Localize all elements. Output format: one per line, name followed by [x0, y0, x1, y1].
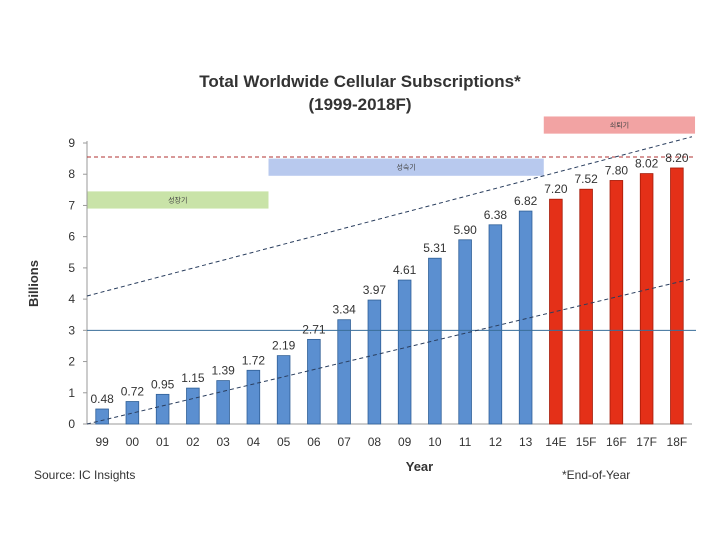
trend-line-lower: [86, 278, 693, 425]
source-note: Source: IC Insights: [34, 468, 135, 482]
data-label-01: 0.95: [151, 377, 175, 391]
bar-04: [246, 369, 261, 425]
x-tick-label: 99: [95, 435, 109, 449]
y-tick-label: 5: [68, 261, 75, 275]
x-tick-label: 01: [156, 435, 170, 449]
bar-15F: [579, 188, 593, 425]
x-tick-label: 12: [489, 435, 503, 449]
chart-title: Total Worldwide Cellular Subscriptions*: [199, 72, 521, 91]
x-tick-label: 13: [519, 435, 533, 449]
y-tick-label: 0: [68, 417, 75, 431]
data-label-03: 1.39: [211, 364, 235, 378]
bar-05: [276, 355, 291, 425]
x-tick-label: 14E: [545, 435, 566, 449]
end-of-year-note: *End-of-Year: [562, 468, 630, 482]
data-label-04: 1.72: [242, 353, 266, 367]
x-tick-label: 18F: [667, 435, 688, 449]
chart-subtitle: (1999-2018F): [308, 95, 411, 114]
bar-00: [125, 401, 140, 425]
y-tick-label: 1: [68, 386, 75, 400]
y-tick-label: 2: [68, 355, 75, 369]
bar-17F: [639, 173, 654, 425]
data-label-13: 6.82: [514, 194, 538, 208]
stage-band-green-label: 성장기: [168, 195, 187, 204]
data-label-18F: 8.20: [665, 151, 689, 165]
data-label-16F: 7.80: [605, 163, 629, 177]
data-label-11: 5.90: [453, 223, 477, 237]
x-tick-label: 16F: [606, 435, 627, 449]
bar-01: [155, 393, 170, 425]
stage-band-red-label: 쇠퇴기: [610, 121, 629, 130]
data-label-17F: 8.02: [635, 157, 659, 171]
x-tick-label: 02: [186, 435, 200, 449]
x-tick-label: 00: [126, 435, 140, 449]
bar-03: [216, 380, 230, 425]
x-tick-label: 17F: [636, 435, 657, 449]
bar-08: [367, 299, 382, 425]
y-tick-label: 8: [68, 167, 75, 181]
x-axis-label: Year: [406, 459, 433, 474]
x-tick-label: 05: [277, 435, 291, 449]
x-tick-label: 10: [428, 435, 442, 449]
bar-18F: [670, 167, 684, 425]
x-tick-label: 15F: [576, 435, 597, 449]
y-tick-label: 7: [68, 198, 75, 212]
trend-line-upper: [86, 136, 693, 297]
data-label-07: 3.34: [332, 303, 356, 317]
stage-band-green: [87, 191, 269, 209]
y-axis-label: Billions: [26, 260, 41, 307]
x-tick-label: 11: [459, 435, 472, 449]
data-label-09: 4.61: [393, 263, 417, 277]
data-label-06: 2.71: [302, 322, 326, 336]
x-tick-label: 09: [398, 435, 412, 449]
data-label-14E: 7.20: [544, 182, 568, 196]
data-label-05: 2.19: [272, 339, 296, 353]
bar-02: [186, 387, 200, 425]
bar-06: [307, 338, 321, 425]
data-label-10: 5.31: [423, 241, 447, 255]
bar-09: [397, 279, 412, 425]
bar-14E: [549, 198, 563, 425]
x-tick-label: 06: [307, 435, 321, 449]
data-label-00: 0.72: [121, 385, 145, 399]
data-label-15F: 7.52: [574, 172, 598, 186]
x-tick-label: 04: [247, 435, 261, 449]
x-tick-label: 07: [337, 435, 351, 449]
stage-band-blue-label: 성숙기: [396, 163, 415, 172]
data-label-12: 6.38: [484, 208, 508, 222]
y-tick-label: 6: [68, 230, 75, 244]
bar-16F: [609, 180, 624, 425]
x-tick-label: 08: [368, 435, 382, 449]
y-tick-label: 3: [68, 323, 75, 337]
data-label-99: 0.48: [90, 392, 114, 406]
data-label-08: 3.97: [363, 283, 387, 297]
data-label-02: 1.15: [181, 371, 205, 385]
y-tick-label: 9: [68, 136, 75, 150]
bar-12: [488, 224, 503, 425]
bar-10: [428, 257, 442, 425]
y-tick-label: 4: [68, 292, 75, 306]
stage-band-blue: [268, 158, 544, 176]
stage-band-red: [543, 116, 696, 134]
bar-99: [95, 408, 109, 425]
bar-07: [337, 319, 351, 425]
x-tick-label: 03: [216, 435, 230, 449]
